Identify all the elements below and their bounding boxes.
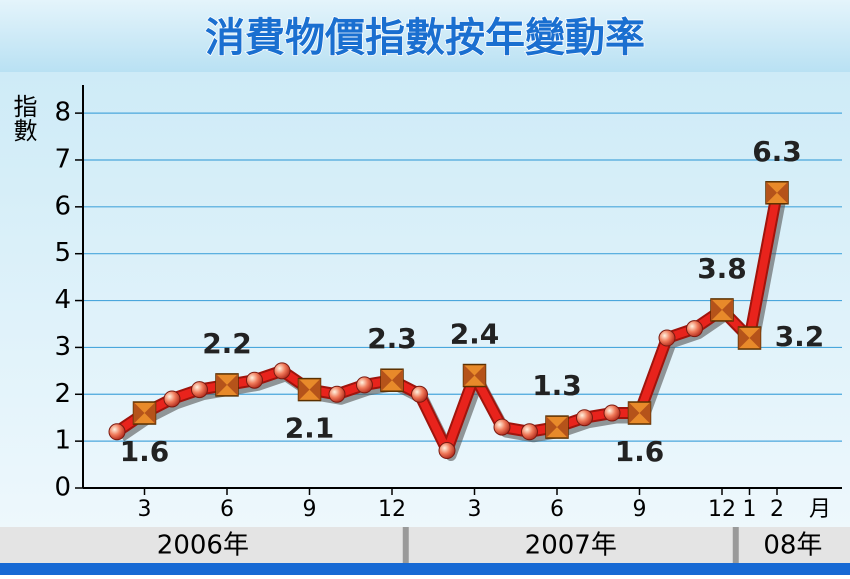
marker	[108, 423, 126, 441]
x-group-label: 2007年	[525, 531, 617, 561]
data-label: 1.3	[532, 369, 582, 402]
x-tick-label: 12	[378, 497, 406, 522]
marker-shade	[738, 327, 761, 350]
x-tick-label: 2	[770, 497, 784, 522]
y-tick-label: 1	[54, 426, 71, 456]
x-tick-label: 1	[743, 497, 757, 522]
marker-shade	[216, 373, 238, 396]
data-label: 6.3	[752, 135, 802, 168]
x-tick-label: 6	[220, 497, 234, 522]
x-tick-label: 3	[468, 497, 482, 522]
marker-shade	[463, 364, 486, 387]
data-label: 2.4	[450, 318, 500, 351]
marker	[521, 423, 538, 441]
marker	[438, 442, 456, 460]
x-group-band	[0, 527, 850, 563]
x-tick-label: 3	[138, 497, 152, 522]
marker	[603, 404, 621, 422]
marker	[658, 329, 676, 347]
y-tick-label: 8	[54, 98, 71, 128]
bottom-bar	[0, 563, 850, 575]
y-tick-label: 6	[54, 191, 71, 221]
marker-shade	[766, 181, 788, 204]
y-tick-label: 0	[54, 473, 71, 503]
marker	[191, 381, 208, 399]
y-axis-label: 指數	[9, 94, 37, 142]
marker	[493, 418, 511, 436]
marker	[356, 376, 373, 394]
data-label: 3.8	[697, 252, 747, 285]
marker-shade	[381, 369, 403, 392]
marker	[163, 390, 181, 408]
x-unit: 月	[809, 497, 831, 522]
y-tick-label: 2	[54, 379, 71, 409]
marker	[686, 320, 703, 338]
marker-shade	[133, 402, 156, 425]
data-label: 2.1	[285, 412, 335, 445]
marker	[246, 371, 263, 389]
x-tick-label: 12	[708, 497, 736, 522]
chart-title: 消費物價指數按年變動率	[205, 15, 645, 61]
group-divider	[732, 527, 739, 563]
marker-shade	[298, 378, 321, 401]
data-label: 1.6	[615, 435, 665, 468]
y-tick-label: 7	[54, 144, 71, 174]
x-tick-label: 9	[633, 497, 647, 522]
y-tick-label: 3	[54, 332, 71, 362]
x-tick-label: 6	[550, 497, 564, 522]
x-tick-label: 9	[303, 497, 317, 522]
data-label: 3.2	[775, 320, 825, 353]
marker-shade	[711, 298, 733, 321]
x-group-label: 2006年	[157, 531, 249, 561]
data-label: 2.2	[202, 327, 252, 360]
marker	[411, 385, 428, 403]
y-tick-label: 5	[54, 238, 71, 268]
title-band	[0, 0, 850, 72]
data-label: 2.3	[367, 322, 417, 355]
data-label: 1.6	[120, 435, 170, 468]
marker	[328, 385, 346, 403]
y-tick-label: 4	[54, 285, 71, 315]
marker-shade	[628, 402, 651, 425]
marker	[273, 362, 291, 380]
x-group-label: 08年	[763, 531, 822, 561]
marker-shade	[546, 416, 568, 439]
group-divider	[402, 527, 409, 563]
marker	[576, 409, 593, 427]
